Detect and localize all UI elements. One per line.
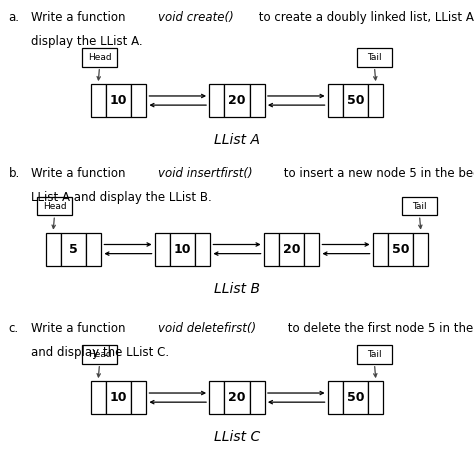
Bar [402,197,437,215]
Bar [356,48,392,67]
Text: Head: Head [88,53,111,62]
Bar [170,233,195,266]
Bar [279,233,304,266]
Text: Write a function: Write a function [31,167,129,180]
Text: Tail: Tail [412,202,427,211]
Text: Tail: Tail [367,350,382,359]
Text: void insertfirst(): void insertfirst() [157,167,252,180]
Text: LList A and display the LList B.: LList A and display the LList B. [31,191,211,203]
Bar [209,381,224,414]
Text: 10: 10 [174,243,191,255]
Text: to insert a new node 5 in the beginning of: to insert a new node 5 in the beginning … [280,167,474,180]
Text: a.: a. [9,11,19,24]
Bar [61,233,86,266]
Bar [356,345,392,364]
Bar [91,84,106,117]
Bar [37,197,72,215]
Text: Write a function: Write a function [31,322,129,335]
Text: display the LList A.: display the LList A. [31,35,142,48]
Text: 50: 50 [347,391,364,404]
Bar [91,381,106,414]
Bar [195,233,210,266]
Bar [82,48,117,67]
Bar [131,381,146,414]
Text: LList A: LList A [214,133,260,147]
Bar [209,84,224,117]
Text: to delete the first node 5 in the LList B: to delete the first node 5 in the LList … [284,322,474,335]
Text: Head: Head [43,202,66,211]
Bar [155,233,170,266]
Text: Tail: Tail [367,53,382,62]
Bar [368,381,383,414]
Text: 20: 20 [228,94,246,107]
Bar [106,84,131,117]
Bar [368,84,383,117]
Text: LList B: LList B [214,282,260,296]
Bar [304,233,319,266]
Text: 20: 20 [228,391,246,404]
Text: b.: b. [9,167,20,180]
Text: void create(): void create() [157,11,233,24]
Bar [264,233,279,266]
Text: 10: 10 [110,94,127,107]
Text: LList C: LList C [214,430,260,444]
Bar [86,233,101,266]
Bar [106,381,131,414]
Text: c.: c. [9,322,18,335]
Bar [413,233,428,266]
Bar [328,84,343,117]
Bar [131,84,146,117]
Text: 20: 20 [283,243,300,255]
Text: Write a function: Write a function [31,11,129,24]
Bar [373,233,388,266]
Text: and display the LList C.: and display the LList C. [31,346,169,359]
Bar [343,381,368,414]
Bar [250,84,265,117]
Text: 5: 5 [69,243,78,255]
Text: 50: 50 [347,94,364,107]
Text: 50: 50 [392,243,409,255]
Text: Head: Head [88,350,111,359]
Bar [328,381,343,414]
Bar [343,84,368,117]
Text: void deletefirst(): void deletefirst() [157,322,255,335]
Bar [224,381,250,414]
Bar [82,345,117,364]
Bar [250,381,265,414]
Bar [46,233,61,266]
Bar [388,233,413,266]
Text: 10: 10 [110,391,127,404]
Text: to create a doubly linked list, LList A, and: to create a doubly linked list, LList A,… [255,11,474,24]
Bar [224,84,250,117]
